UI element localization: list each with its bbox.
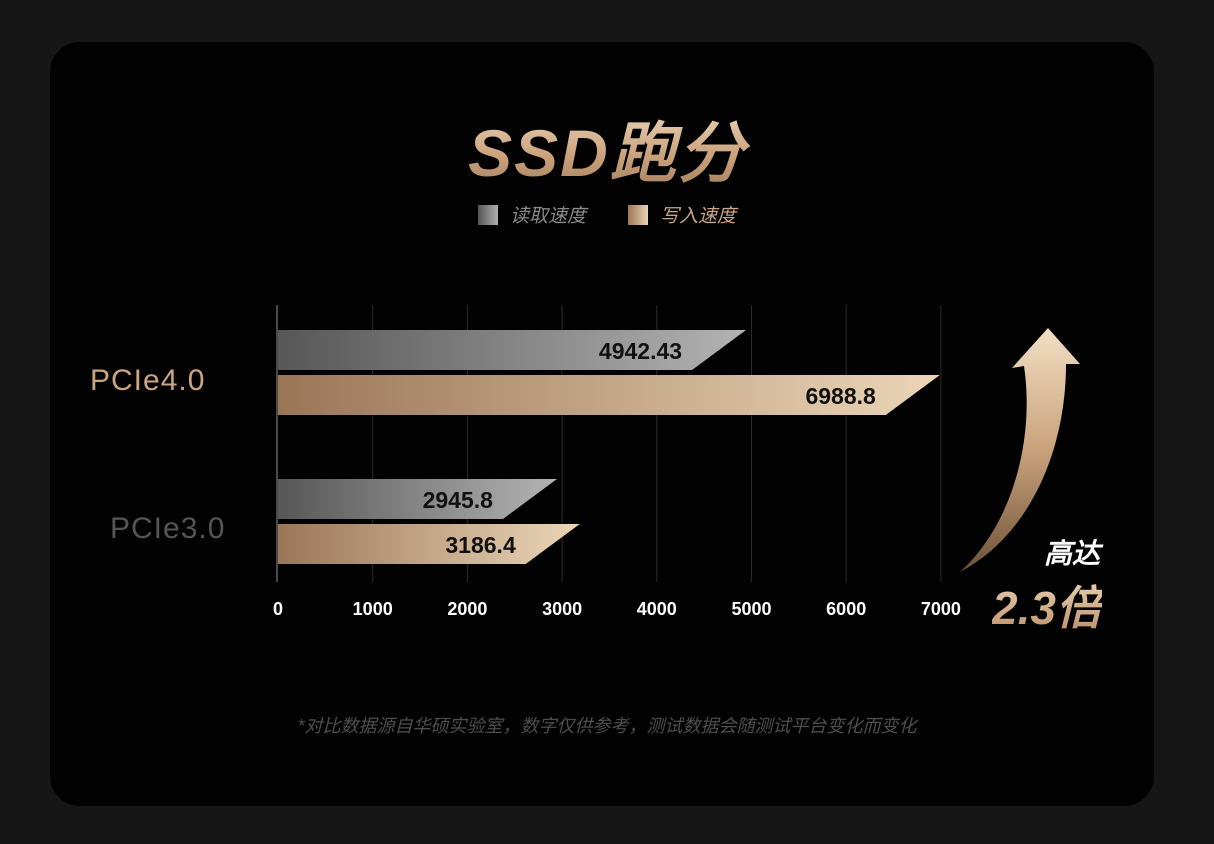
chart-legend: 读取速度 写入速度	[0, 201, 1214, 228]
bar-write-pcie4	[278, 375, 940, 415]
data-label-read-pcie3: 2945.8	[423, 487, 494, 513]
x-tick-label: 3000	[542, 599, 582, 619]
x-tick-label: 6000	[826, 599, 866, 619]
data-label-read-pcie4: 4942.43	[599, 338, 682, 364]
x-tick-label: 1000	[353, 599, 393, 619]
legend-label-write: 写入速度	[660, 206, 737, 227]
callout-label: 高达	[1044, 538, 1101, 569]
footnote: *对比数据源自华硕实验室，数字仅供参考，测试数据会随测试平台变化而变化	[297, 716, 917, 736]
legend-swatch-write	[628, 204, 648, 225]
legend-swatch-read	[477, 204, 498, 225]
legend-item-write: 写入速度	[628, 201, 736, 228]
growth-arrow-icon	[960, 328, 1080, 572]
x-tick-label: 4000	[637, 599, 677, 619]
bar-write-pcie3	[278, 524, 580, 564]
bar-read-pcie4	[278, 330, 747, 370]
x-tick-label: 2000	[447, 599, 487, 619]
legend-label-read: 读取速度	[509, 206, 586, 227]
data-label-write-pcie4: 6988.8	[805, 383, 876, 409]
bar-read-pcie3	[278, 479, 557, 519]
x-tick-label: 0	[273, 599, 283, 619]
x-tick-label: 7000	[921, 599, 961, 619]
legend-item-read: 读取速度	[477, 201, 586, 228]
category-label-pcie3: PCIe3.0	[110, 512, 226, 545]
callout-value: 2.3倍	[992, 572, 1102, 638]
x-tick-label: 5000	[731, 599, 771, 619]
data-label-write-pcie3: 3186.4	[445, 532, 516, 558]
chart-card	[50, 42, 1154, 806]
category-label-pcie4: PCIe4.0	[90, 364, 206, 397]
chart-title: SSD跑分	[0, 100, 1214, 196]
